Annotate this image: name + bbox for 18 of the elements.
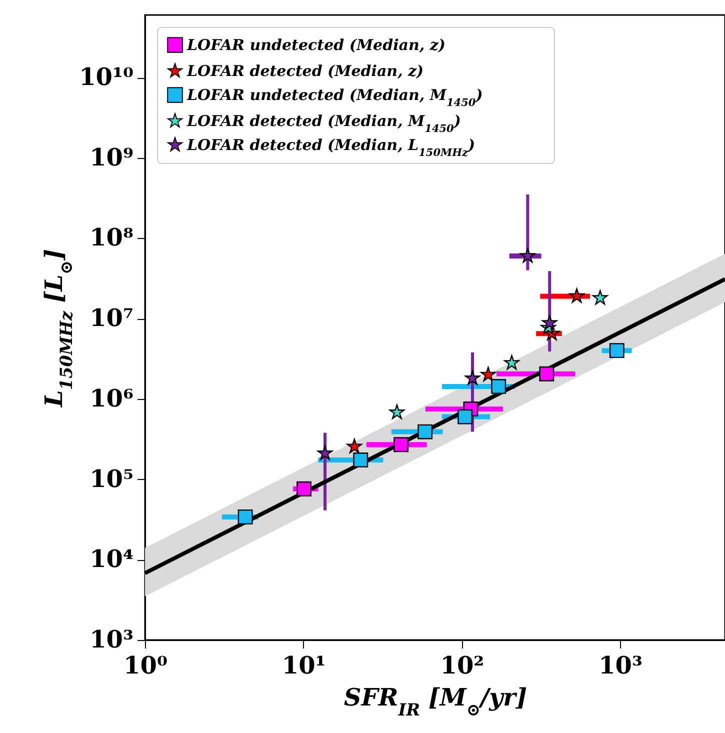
y-tick-label: 10⁵: [90, 464, 134, 493]
legend-label: LOFAR detected (Median, L$_{150MHz}$): [186, 136, 476, 159]
x-tick-label: 10²: [440, 650, 484, 680]
x-axis-title: SFR$_{IR}$ [M$_{⊙}$/yr]: [344, 682, 528, 720]
y-tick-label: 10³: [90, 624, 134, 654]
y-tick-label: 10⁷: [90, 303, 134, 332]
legend-label: LOFAR undetected (Median, z): [186, 36, 446, 54]
y-tick-label: 10⁶: [90, 383, 134, 412]
y-tick-label: 10⁹: [90, 142, 134, 172]
legend-label: LOFAR detected (Median, z): [186, 62, 424, 80]
legend-label: LOFAR undetected (Median, M$_{1450}$): [186, 86, 483, 109]
x-tick-label: 10³: [598, 650, 643, 680]
y-tick-label: 10⁴: [90, 544, 134, 574]
y-tick-label: 10¹⁰: [79, 62, 134, 92]
legend-label: LOFAR detected (Median, M$_{1450}$): [186, 112, 461, 135]
x-tick-label: 10⁰: [124, 650, 168, 680]
x-tick-label: 10¹: [282, 650, 326, 680]
y-tick-label: 10⁸: [90, 222, 134, 252]
